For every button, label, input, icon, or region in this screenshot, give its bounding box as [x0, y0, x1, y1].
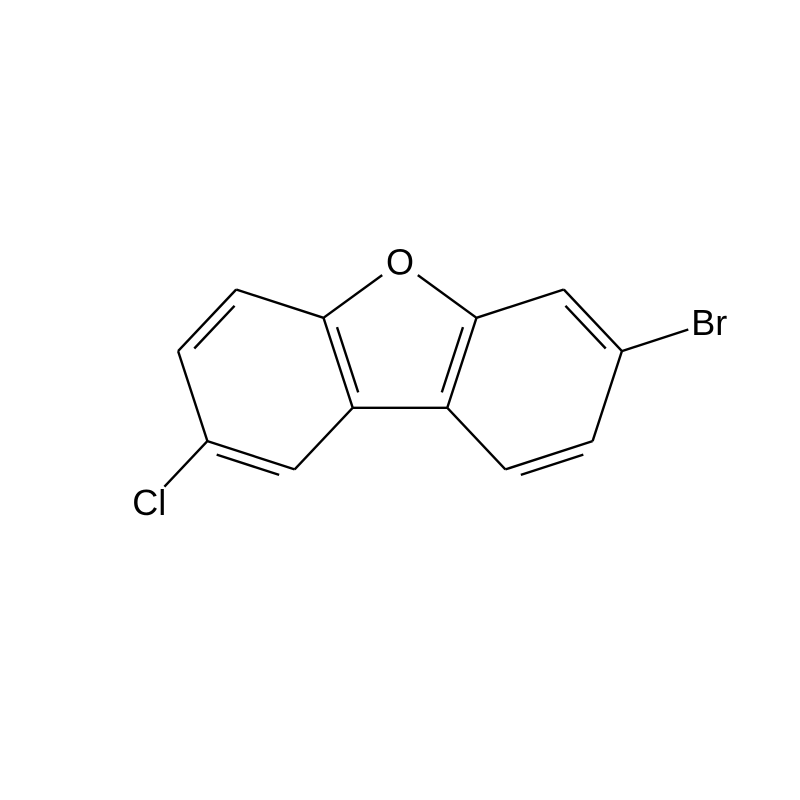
atom-label-br: Br: [691, 302, 727, 343]
bonds-group: [164, 275, 688, 487]
atom-label-o: O: [386, 242, 414, 283]
molecule-diagram: O Cl Br: [0, 0, 800, 800]
atom-label-cl: Cl: [132, 482, 166, 523]
